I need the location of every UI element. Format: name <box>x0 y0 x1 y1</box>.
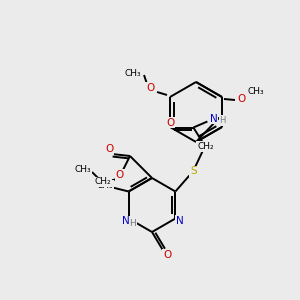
Text: CH₂: CH₂ <box>197 142 214 151</box>
Text: CH₃: CH₃ <box>125 70 141 79</box>
Text: N: N <box>176 215 183 226</box>
Text: CH₃: CH₃ <box>248 88 264 97</box>
Text: O: O <box>116 170 124 180</box>
Text: S: S <box>190 167 197 176</box>
Text: O: O <box>163 250 171 260</box>
Text: O: O <box>166 118 175 128</box>
Text: H: H <box>129 219 136 228</box>
Text: N: N <box>209 113 217 124</box>
Text: CH₃: CH₃ <box>96 181 113 190</box>
Text: N: N <box>122 217 130 226</box>
Text: CH₂: CH₂ <box>95 178 111 187</box>
Text: O: O <box>238 94 246 104</box>
Text: O: O <box>146 83 154 93</box>
Text: H: H <box>219 116 226 125</box>
Text: O: O <box>105 144 113 154</box>
Text: CH₃: CH₃ <box>75 166 91 175</box>
